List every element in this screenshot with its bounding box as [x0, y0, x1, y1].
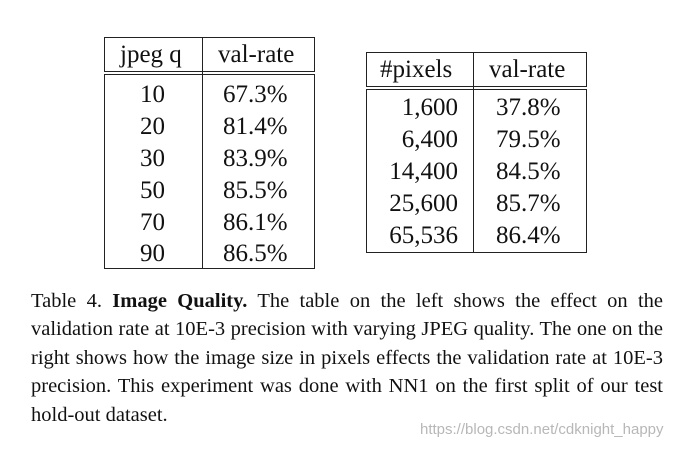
caption-text: -3 precision with varying JPEG quality. …: [31, 318, 663, 369]
column-header-val-rate: val-rate: [218, 41, 295, 68]
caption-small-caps: E: [195, 318, 209, 341]
table-cell: 85.5%: [223, 177, 288, 204]
caption-text: -3 precision. This experiment was done w…: [31, 346, 663, 426]
column-header-val-rate: val-rate: [489, 56, 566, 83]
table-cell: 86.4%: [496, 222, 561, 249]
table-cell: 79.5%: [496, 126, 561, 153]
table-cell: 10: [140, 81, 165, 108]
table-cell: 25,600: [389, 190, 458, 217]
table-cell: 85.7%: [496, 190, 561, 217]
column-header-pixels: #pixels: [380, 56, 453, 83]
table-caption: Table 4. Image Quality. The table on the…: [31, 287, 663, 429]
table-cell: 20: [140, 113, 165, 140]
table-jpeg-quality: jpeg q val-rate 10 67.3% 20 81.4% 30 83.…: [104, 37, 315, 269]
table-cell: 81.4%: [223, 113, 288, 140]
table-cell: 83.9%: [223, 145, 288, 172]
table-header-box: [104, 37, 315, 72]
table-body-box: [366, 89, 587, 253]
table-cell: 90: [140, 240, 165, 267]
caption-small-caps: E: [633, 346, 646, 369]
table-pixels: #pixels val-rate 1,600 37.8% 6,400 79.5%…: [366, 52, 587, 253]
table-cell: 1,600: [401, 94, 458, 121]
table-header-box: [366, 52, 587, 87]
watermark-url: https://blog.csdn.net/cdknight_happy: [420, 421, 664, 438]
column-divider: [473, 52, 474, 253]
table-body-box: [104, 74, 315, 269]
table-cell: 65,536: [389, 222, 458, 249]
table-cell: 86.1%: [223, 209, 288, 236]
table-cell: 37.8%: [496, 94, 561, 121]
table-cell: 14,400: [389, 158, 458, 185]
table-cell: 84.5%: [496, 158, 561, 185]
column-divider: [202, 37, 203, 269]
caption-label: Table 4.: [31, 290, 102, 312]
caption-text: The table on the left shows the effect o…: [31, 290, 664, 341]
caption-title: Image Quality.: [112, 290, 248, 312]
table-cell: 6,400: [401, 126, 458, 153]
table-cell: 70: [140, 209, 165, 236]
table-cell: 67.3%: [223, 81, 288, 108]
column-header-jpeg-q: jpeg q: [120, 41, 182, 68]
table-cell: 30: [140, 145, 165, 172]
table-cell: 86.5%: [223, 240, 288, 267]
table-cell: 50: [140, 177, 165, 204]
